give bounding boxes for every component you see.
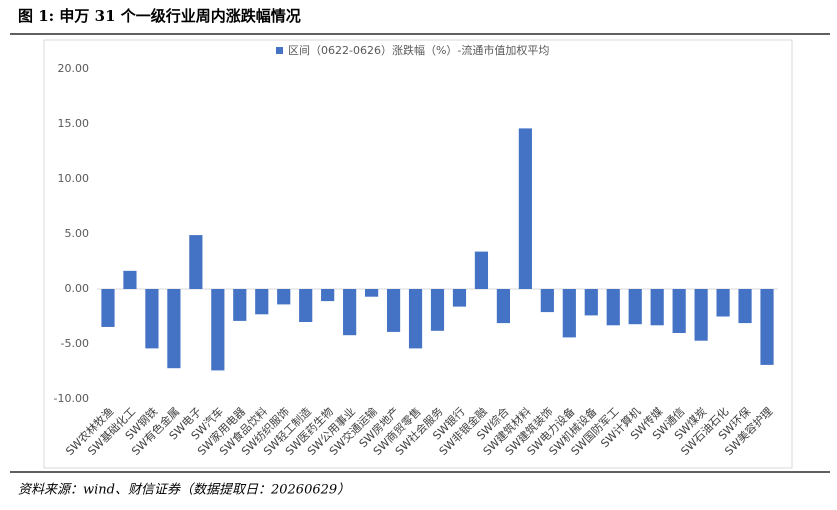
bar [628, 289, 642, 325]
bar [255, 289, 269, 315]
y-tick-label: 15.00 [58, 117, 90, 130]
bar [562, 289, 576, 338]
y-tick-label: 5.00 [65, 227, 90, 240]
bar [716, 289, 730, 317]
bar [540, 289, 554, 313]
chart-title: 图 1: 申万 31 个一级行业周内涨跌幅情况 [18, 7, 301, 25]
bar [365, 289, 379, 297]
chart-frame [43, 39, 793, 469]
bar [760, 289, 774, 365]
bar [211, 289, 225, 371]
bar [123, 270, 137, 289]
bar [606, 289, 620, 326]
bar [277, 289, 291, 305]
legend-swatch [276, 47, 283, 54]
bar [584, 289, 598, 316]
bar [738, 289, 752, 324]
bar [650, 289, 664, 326]
bar [145, 289, 159, 349]
bar [167, 289, 181, 369]
bar [452, 289, 467, 307]
bar [101, 289, 115, 327]
source-note: 资料来源：wind、财信证券（数据提取日：20260629） [18, 482, 350, 498]
legend-label: 区间（0622-0626）涨跌幅（%）-流通市值加权平均 [288, 43, 549, 57]
y-tick-label: 0.00 [65, 282, 90, 295]
bar [430, 289, 445, 331]
bar [343, 289, 357, 336]
bar [321, 289, 335, 302]
bar [518, 128, 532, 289]
bar [233, 289, 247, 321]
y-tick-label: 20.00 [58, 62, 90, 75]
y-tick-label: -10.00 [54, 392, 89, 405]
bar [496, 289, 510, 324]
bar [189, 235, 203, 289]
y-tick-label: 10.00 [58, 172, 90, 185]
bar [694, 289, 708, 341]
bar [386, 289, 401, 332]
y-tick-label: -5.00 [61, 337, 89, 350]
bar [299, 289, 313, 322]
bar [474, 251, 489, 289]
bar [672, 289, 686, 333]
bar [408, 289, 423, 349]
